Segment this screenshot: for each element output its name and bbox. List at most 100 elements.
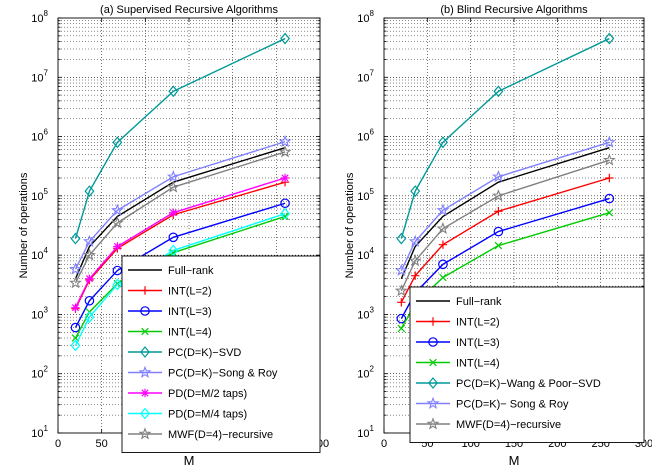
- series-line: [74, 202, 286, 328]
- y-tick-label: 108: [31, 9, 48, 25]
- legend-marker: [428, 377, 438, 389]
- legend-label: PC(D=K)−Song & Roy: [168, 368, 278, 380]
- data-point: [84, 295, 95, 306]
- data-point: [84, 311, 95, 324]
- data-point: [69, 262, 82, 275]
- y-tick-label: 101: [357, 424, 374, 440]
- y-tick-exponent: 3: [370, 305, 375, 314]
- data-point: [602, 153, 616, 166]
- data-point: [411, 271, 420, 280]
- legend-marker: [140, 346, 150, 358]
- legend-label: PD(D=M/2 taps): [168, 388, 247, 400]
- data-point: [70, 322, 81, 333]
- data-point: [436, 203, 450, 216]
- x-tick-label: 50: [96, 438, 108, 450]
- y-tick-exponent: 1: [370, 424, 375, 433]
- data-point: [394, 263, 408, 277]
- y-tick-label: 108: [357, 9, 374, 25]
- data-point: [604, 32, 615, 45]
- data-point: [166, 169, 180, 183]
- y-tick-label: 106: [31, 128, 48, 144]
- data-point: [168, 244, 179, 257]
- data-point: [168, 85, 179, 98]
- y-tick-exponent: 8: [44, 9, 49, 18]
- legend-marker: [428, 337, 438, 347]
- data-point: [82, 234, 96, 247]
- y-tick-label: 105: [31, 187, 48, 203]
- data-point: [82, 248, 96, 261]
- series-line: [400, 159, 610, 292]
- y-tick-label: 102: [357, 365, 374, 381]
- y-tick-label: 105: [357, 187, 374, 203]
- data-point: [494, 241, 503, 250]
- data-point: [278, 134, 292, 148]
- data-point: [169, 208, 178, 217]
- data-point: [280, 207, 291, 220]
- y-axis-label: Number of operations: [344, 172, 356, 278]
- legend-marker: [140, 407, 150, 420]
- series-group: [69, 32, 292, 352]
- series-line: [74, 151, 286, 284]
- legend-label: PC(D=K)−SVD: [168, 347, 241, 359]
- y-tick-exponent: 4: [370, 246, 375, 255]
- data-point: [70, 232, 81, 245]
- y-tick-label: 107: [31, 68, 48, 84]
- legend-label: MWF(D=4)−recursive: [168, 429, 273, 441]
- legend-marker: [138, 365, 152, 378]
- data-point: [396, 232, 407, 245]
- y-tick-exponent: 3: [44, 305, 49, 314]
- data-point: [168, 232, 179, 243]
- x-tick-label: 0: [55, 438, 61, 450]
- chart-title: (b) Blind Recursive Algorithms: [440, 4, 588, 16]
- y-tick-exponent: 5: [370, 187, 375, 196]
- x-axis-label: M: [184, 453, 195, 468]
- y-tick-label: 106: [357, 128, 374, 144]
- legend-label: Full−rank: [456, 296, 502, 308]
- legend-label: INT(L=2): [168, 286, 212, 298]
- y-tick-exponent: 6: [370, 128, 375, 137]
- legend: Full−rank INT(L=2) INT(L=3) INT(L=4) PC(D=K)…: [121, 255, 321, 453]
- data-point: [439, 273, 447, 282]
- legend-label: INT(L=2): [456, 317, 500, 329]
- legend-marker: [428, 317, 438, 326]
- legend-marker: [138, 427, 152, 440]
- legend-label: INT(L=4): [168, 327, 212, 339]
- data-point: [112, 136, 123, 149]
- data-point: [280, 32, 291, 45]
- data-point: [396, 313, 407, 324]
- y-tick-exponent: 7: [44, 68, 49, 77]
- legend-marker: [141, 327, 149, 336]
- chart-title: (a) Supervised Recursive Algorithms: [100, 4, 278, 16]
- y-tick-label: 107: [357, 68, 374, 84]
- data-point: [605, 173, 614, 183]
- legend-box: [121, 255, 321, 453]
- series-line: [400, 141, 610, 271]
- y-tick-exponent: 4: [44, 246, 49, 255]
- data-point: [604, 193, 615, 204]
- legend-label: MWF(D=4)−recursive: [456, 419, 561, 431]
- legend-marker: [140, 286, 150, 295]
- data-point: [494, 207, 503, 216]
- data-point: [394, 284, 408, 297]
- legend-label: PC(D=K)−Wang & Poor−SVD: [456, 378, 601, 390]
- legend-box: [409, 286, 645, 443]
- legend-label: PD(D=M/4 taps): [168, 409, 247, 421]
- series-group: [394, 32, 616, 333]
- data-point: [436, 221, 450, 235]
- data-point: [84, 185, 95, 198]
- y-tick-label: 104: [31, 246, 48, 262]
- y-tick-label: 104: [357, 246, 374, 262]
- data-point: [278, 145, 292, 158]
- data-point: [438, 259, 448, 270]
- data-point: [493, 85, 504, 98]
- y-tick-exponent: 6: [44, 128, 49, 137]
- chart-panel-b: 0 50 100 150 200 250 3001011021031041051061071…: [344, 4, 652, 468]
- data-point: [71, 303, 80, 312]
- legend-label: Full−rank: [168, 265, 214, 277]
- data-point: [408, 234, 422, 247]
- x-axis-label: M: [509, 453, 520, 468]
- series-line: [400, 146, 610, 280]
- data-point: [397, 324, 406, 333]
- data-point: [602, 135, 616, 148]
- data-point: [280, 173, 290, 183]
